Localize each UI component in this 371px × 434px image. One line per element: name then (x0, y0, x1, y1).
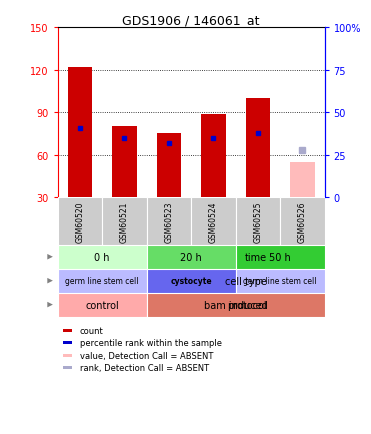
Bar (63, 342, 72, 345)
Text: GSM60520: GSM60520 (75, 201, 84, 242)
Text: 50 h: 50 h (269, 252, 291, 262)
Bar (102, 197, 147, 245)
Bar (63, 329, 72, 332)
Bar (63, 354, 72, 357)
Bar (246, 99, 270, 197)
Bar (157, 134, 181, 197)
Text: value, Detection Call = ABSENT: value, Detection Call = ABSENT (80, 351, 213, 360)
Bar (68, 68, 92, 197)
Bar (58, 245, 147, 269)
Text: GSM60521: GSM60521 (120, 201, 129, 242)
Bar (58, 293, 147, 317)
Text: GSM60523: GSM60523 (164, 201, 173, 242)
Bar (280, 197, 325, 245)
Bar (147, 245, 236, 269)
Text: time: time (245, 252, 267, 262)
Text: protocol: protocol (227, 300, 267, 310)
Text: bam induced: bam induced (204, 300, 267, 310)
Bar (147, 197, 191, 245)
Text: rank, Detection Call = ABSENT: rank, Detection Call = ABSENT (80, 364, 209, 372)
Text: GSM60525: GSM60525 (253, 201, 262, 242)
Text: germ line stem cell: germ line stem cell (243, 276, 317, 286)
Title: GDS1906 / 146061_at: GDS1906 / 146061_at (122, 14, 260, 27)
Text: percentile rank within the sample: percentile rank within the sample (80, 339, 222, 348)
Bar (236, 269, 325, 293)
Text: control: control (85, 300, 119, 310)
Bar (236, 197, 280, 245)
Bar (191, 197, 236, 245)
Text: GSM60526: GSM60526 (298, 201, 307, 242)
Bar (58, 197, 102, 245)
Bar (201, 114, 226, 197)
Text: cystocyte: cystocyte (170, 276, 212, 286)
Text: germ line stem cell: germ line stem cell (65, 276, 139, 286)
Text: cell type: cell type (225, 276, 267, 286)
Bar (147, 269, 236, 293)
Bar (290, 162, 315, 197)
Bar (147, 293, 325, 317)
Text: GSM60524: GSM60524 (209, 201, 218, 242)
Bar (112, 127, 137, 197)
Bar (58, 269, 147, 293)
Text: 0 h: 0 h (94, 252, 110, 262)
Text: count: count (80, 326, 104, 335)
Text: 20 h: 20 h (180, 252, 202, 262)
Bar (236, 245, 325, 269)
Bar (63, 367, 72, 369)
